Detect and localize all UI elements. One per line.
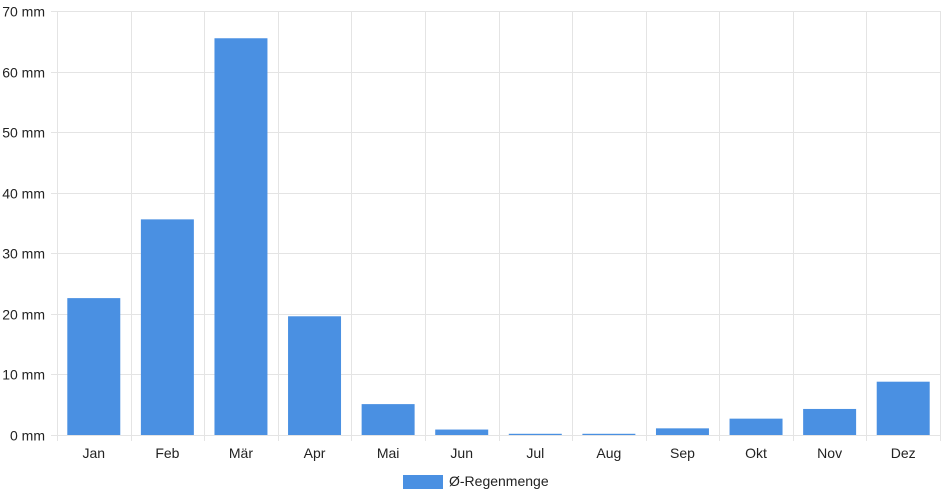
bar-mai[interactable] (361, 404, 415, 435)
legend-swatch[interactable] (403, 475, 443, 489)
x-tick-label: Nov (817, 445, 842, 461)
bar-mär[interactable] (214, 38, 268, 435)
x-tick-label: Mär (229, 445, 253, 461)
y-tick-label: 10 mm (2, 367, 45, 383)
x-tick-label: Feb (155, 445, 179, 461)
legend-label[interactable]: Ø-Regenmenge (449, 473, 549, 489)
x-tick-label: Jun (450, 445, 473, 461)
x-tick-label: Jan (83, 445, 106, 461)
x-tick-label: Sep (670, 445, 695, 461)
bar-nov[interactable] (803, 408, 857, 435)
x-tick-label: Aug (596, 445, 621, 461)
bars-layer (67, 38, 930, 435)
y-tick-label: 30 mm (2, 246, 45, 262)
grid-lines (51, 11, 941, 441)
bar-aug[interactable] (582, 433, 636, 435)
y-tick-label: 50 mm (2, 125, 45, 141)
bar-sep[interactable] (655, 428, 709, 435)
x-tick-label: Jul (526, 445, 544, 461)
y-tick-label: 0 mm (10, 428, 45, 444)
legend[interactable]: Ø-Regenmenge (403, 473, 549, 489)
bar-dez[interactable] (876, 381, 930, 435)
y-tick-label: 60 mm (2, 65, 45, 81)
y-axis: 0 mm 10 mm 20 mm 30 mm 40 mm 50 mm 60 mm 70 mm (2, 4, 45, 444)
bar-jul[interactable] (508, 433, 562, 435)
x-tick-label: Apr (304, 445, 326, 461)
bar-apr[interactable] (288, 316, 342, 435)
bar-jun[interactable] (435, 429, 489, 435)
y-tick-label: 20 mm (2, 307, 45, 323)
bar-jan[interactable] (67, 298, 121, 435)
x-tick-label: Mai (377, 445, 400, 461)
x-tick-label: Okt (745, 445, 767, 461)
x-axis: Jan Feb Mär Apr Mai Jun Jul Aug Sep Okt Nov Dez (83, 445, 916, 461)
y-tick-label: 40 mm (2, 186, 45, 202)
y-tick-label: 70 mm (2, 4, 45, 20)
bar-okt[interactable] (729, 418, 783, 435)
bar-feb[interactable] (140, 219, 194, 435)
x-tick-label: Dez (891, 445, 916, 461)
